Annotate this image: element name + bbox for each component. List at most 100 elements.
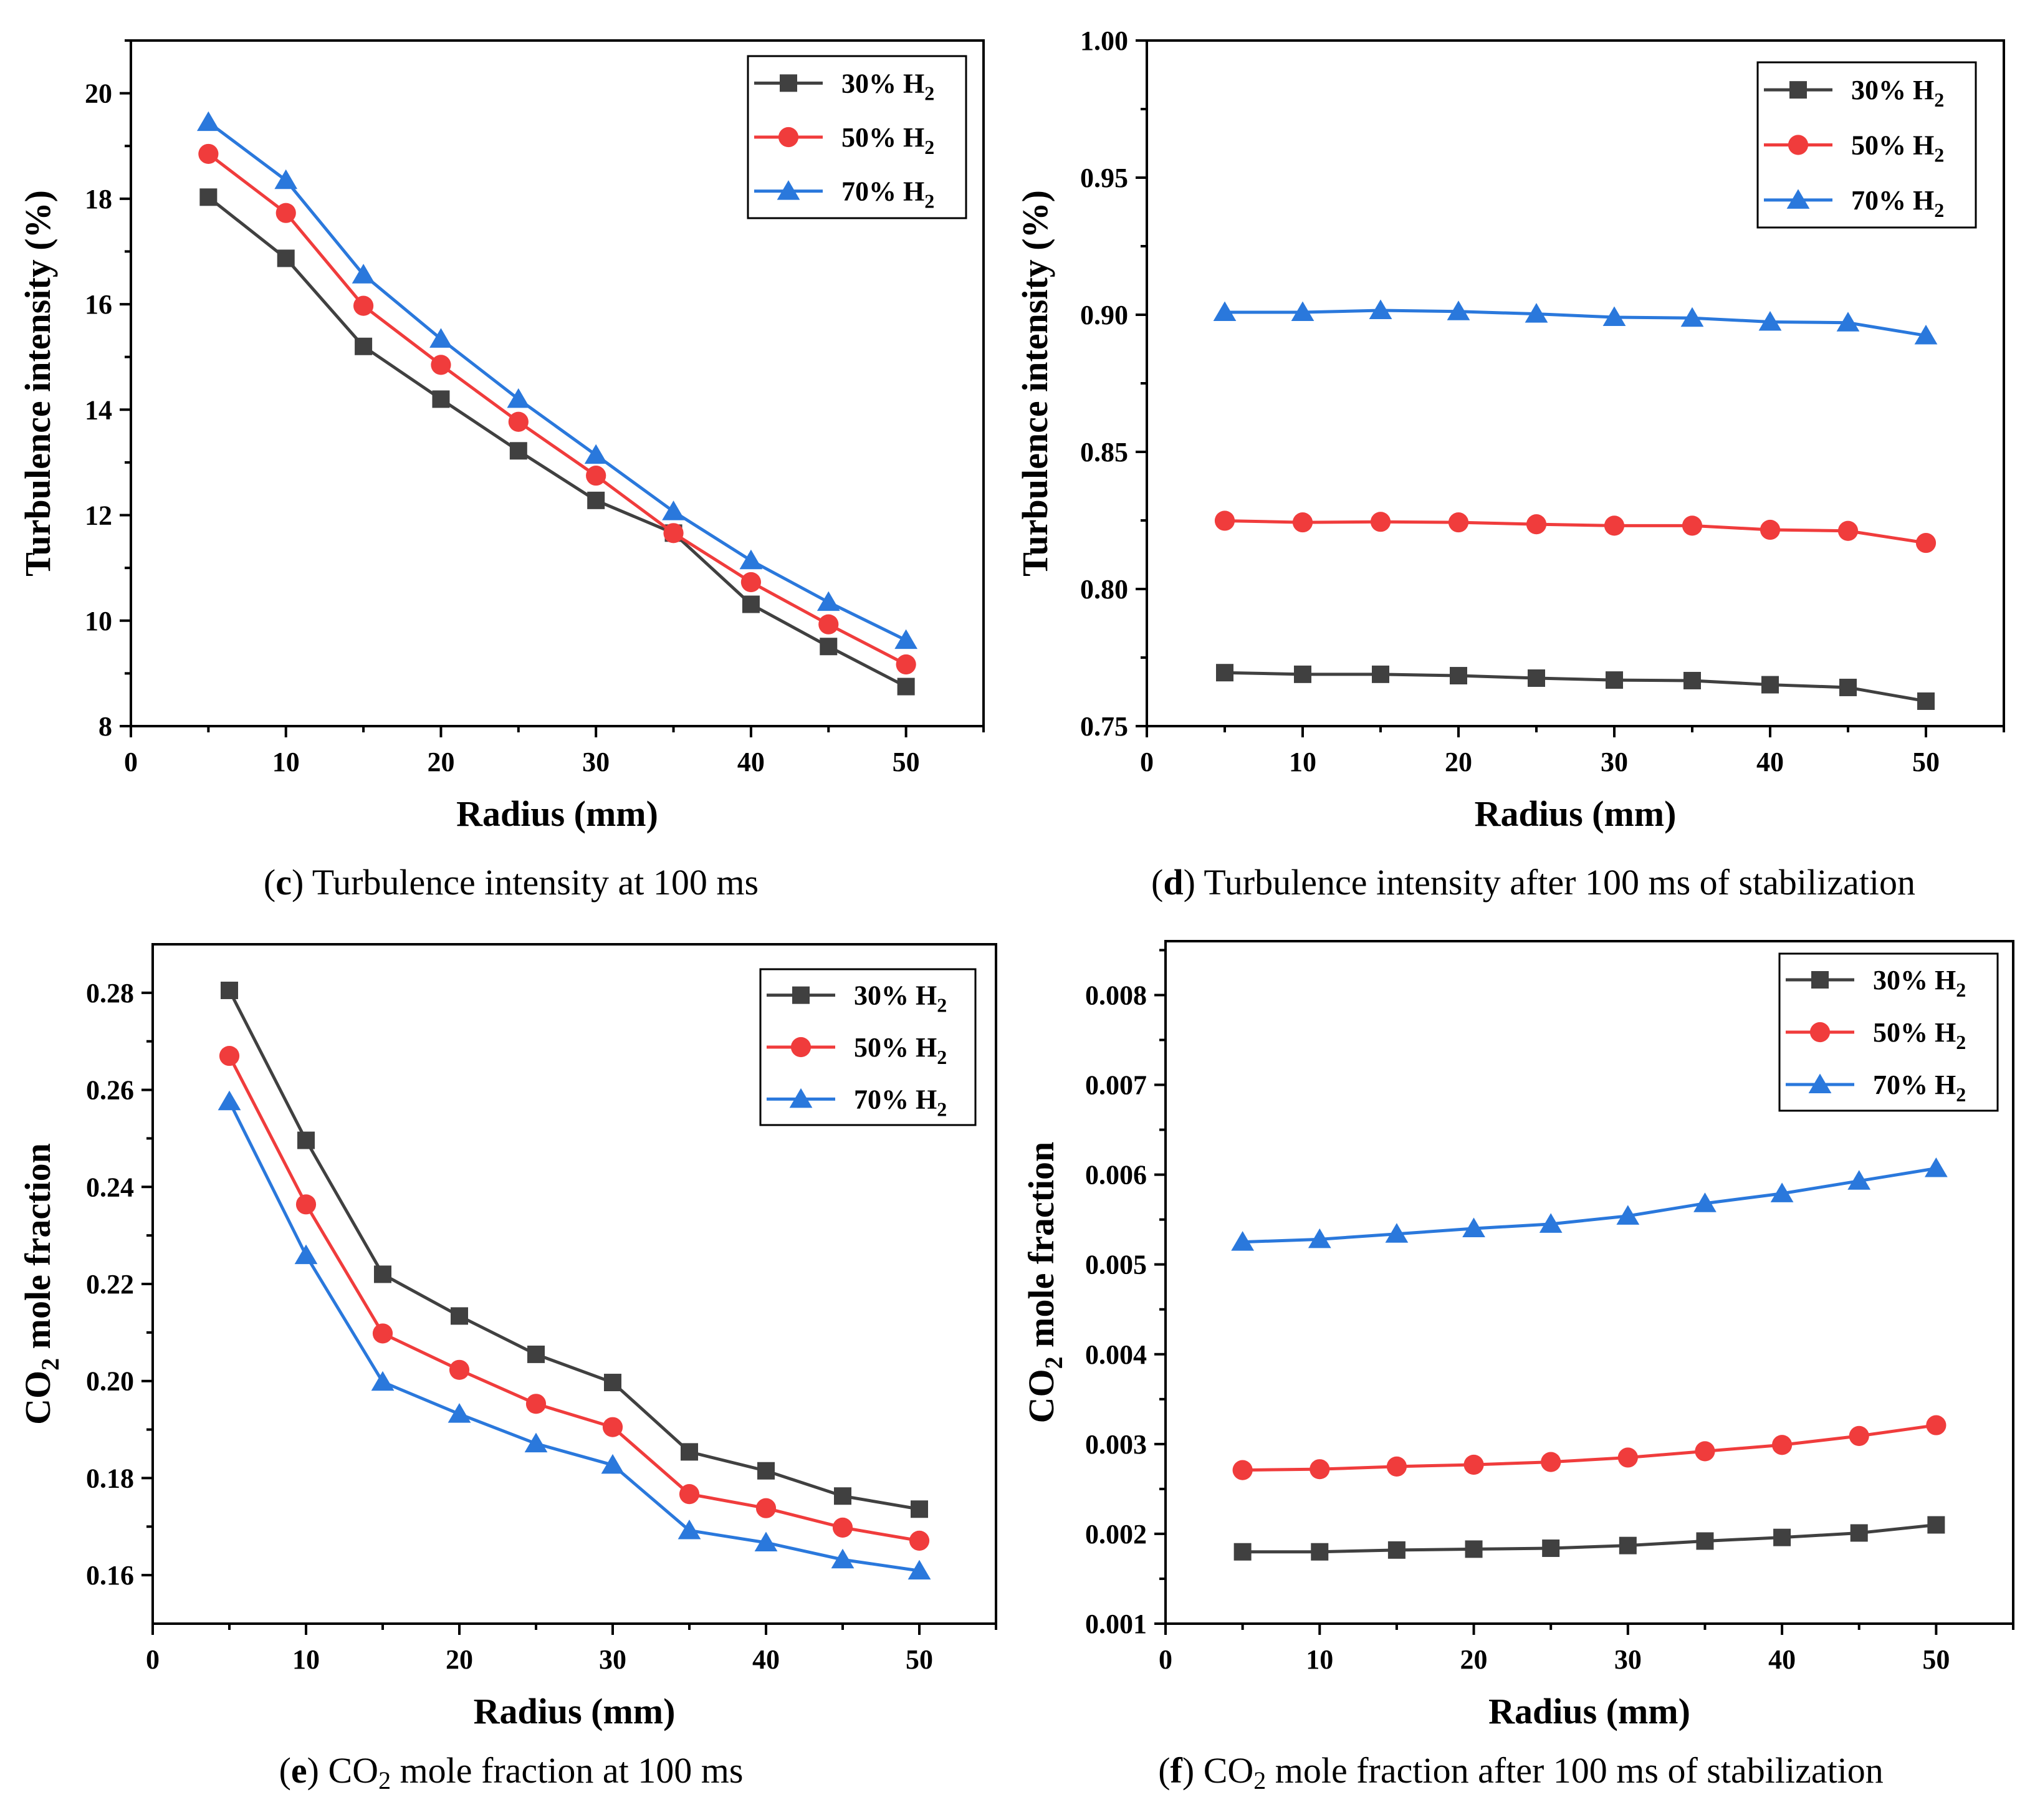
- data-point: [1369, 299, 1392, 319]
- data-point: [198, 143, 219, 165]
- data-point: [524, 1432, 548, 1453]
- series-50-h2: [198, 143, 916, 675]
- y-tick-label: 18: [85, 184, 112, 214]
- data-point: [1450, 667, 1467, 685]
- data-point: [663, 523, 684, 544]
- data-point: [1310, 1459, 1330, 1480]
- legend-label: 50% H2: [841, 122, 934, 158]
- legend: 30% H2 50% H2 70% H2: [747, 55, 967, 219]
- series-70-h2: [1231, 1157, 1948, 1251]
- legend-marker: [780, 74, 797, 92]
- data-point: [1525, 303, 1548, 323]
- x-axis-label: Radius (mm): [456, 793, 658, 834]
- data-point: [1216, 664, 1233, 682]
- data-point: [1602, 306, 1626, 326]
- data-point: [374, 1265, 391, 1283]
- data-point: [1233, 1543, 1252, 1561]
- data-point: [1541, 1452, 1561, 1472]
- chart-panel-e: 0 10 20 30 40 50 0.16 0.18 0.20 0.22 0.24 0.26 0.28 R…: [17, 943, 997, 1794]
- y-tick-label: 0.001: [1085, 1609, 1147, 1639]
- data-point: [909, 1530, 930, 1551]
- legend-label: 30% H2: [1873, 965, 1966, 1001]
- panel-caption: (c) Turbulence intensity at 100 ms: [264, 862, 759, 903]
- data-point: [1849, 1425, 1869, 1446]
- legend: 30% H2 50% H2 70% H2: [1778, 952, 1999, 1112]
- y-axis-label: CO2 mole fraction: [1021, 1142, 1068, 1424]
- y-tick-label: 0.16: [86, 1560, 134, 1591]
- series-line: [227, 1055, 920, 1543]
- chart-panel-d: 0 10 20 30 40 50 0.75 0.80 0.85 0.90 0.95 1.00 Radiu…: [1015, 26, 2005, 903]
- data-point: [894, 629, 918, 649]
- y-tick-label: 0.24: [86, 1172, 134, 1202]
- y-tick-label: 12: [85, 501, 112, 531]
- x-tick-label: 50: [1922, 1644, 1950, 1675]
- x-tick-label: 50: [906, 1644, 933, 1675]
- y-tick-label: 16: [85, 289, 112, 320]
- data-point: [897, 678, 915, 696]
- y-tick-label: 0.006: [1085, 1160, 1147, 1190]
- legend-label: 30% H2: [854, 980, 947, 1017]
- x-tick-label: 50: [1912, 747, 1940, 777]
- y-axis-label: CO2 mole fraction: [17, 1143, 64, 1425]
- data-point: [1385, 1223, 1409, 1243]
- x-tick-label: 40: [737, 747, 765, 777]
- x-tick-label: 20: [1445, 747, 1472, 777]
- data-point: [1372, 665, 1389, 683]
- data-point: [1370, 512, 1391, 532]
- data-point: [1214, 510, 1235, 531]
- chart-panel-f: 0 10 20 30 40 50 0.001 0.002 0.003 0.004 0.005 0.00…: [1021, 940, 2014, 1794]
- x-tick-label: 20: [446, 1644, 473, 1675]
- data-point: [1616, 1205, 1640, 1225]
- y-tick-label: 0.80: [1080, 574, 1128, 605]
- data-point: [449, 1359, 470, 1380]
- data-point: [831, 1548, 855, 1569]
- panel-caption: (f) CO2 mole fraction after 100 ms of st…: [1158, 1750, 1884, 1794]
- data-point: [509, 442, 527, 460]
- data-point: [1606, 671, 1623, 689]
- legend-label: 30% H2: [1851, 75, 1944, 111]
- x-tick-label: 10: [1306, 1644, 1333, 1675]
- data-point: [221, 981, 238, 999]
- data-point: [1839, 678, 1857, 696]
- y-tick-label: 0.26: [86, 1075, 134, 1106]
- series-30-h2: [1233, 1516, 1945, 1561]
- y-tick-label: 0.22: [86, 1269, 134, 1300]
- series-70-h2: [196, 111, 918, 649]
- series-line: [227, 1101, 920, 1573]
- y-tick-label: 0.90: [1080, 300, 1128, 330]
- y-tick-label: 10: [85, 606, 112, 636]
- data-point: [1462, 1217, 1485, 1238]
- data-point: [1539, 1213, 1563, 1233]
- x-axis-label: Radius (mm): [474, 1691, 676, 1731]
- y-tick-label: 0.85: [1080, 437, 1128, 467]
- data-point: [679, 1484, 700, 1505]
- series-line: [1225, 309, 1927, 337]
- data-point: [832, 1517, 853, 1538]
- data-point: [678, 1520, 701, 1540]
- data-point: [219, 1045, 240, 1066]
- data-point: [352, 264, 375, 284]
- data-point: [1924, 1157, 1948, 1177]
- data-point: [1292, 512, 1313, 533]
- data-point: [1927, 1516, 1945, 1534]
- data-point: [742, 595, 760, 613]
- y-tick-label: 0.002: [1085, 1519, 1147, 1549]
- data-point: [755, 1498, 777, 1518]
- data-point: [739, 549, 763, 570]
- legend-marker: [1788, 135, 1809, 155]
- data-point: [1463, 1454, 1484, 1475]
- data-point: [604, 1374, 621, 1392]
- x-tick-label: 40: [752, 1644, 780, 1675]
- y-tick-label: 0.005: [1085, 1250, 1147, 1280]
- data-point: [1915, 532, 1937, 553]
- legend-label: 30% H2: [841, 68, 934, 104]
- data-point: [818, 614, 839, 635]
- series-50-h2: [219, 1045, 930, 1551]
- series-line: [1242, 1424, 1937, 1472]
- series-70-h2: [218, 1090, 931, 1580]
- data-point: [1917, 692, 1935, 710]
- legend-label: 70% H2: [1873, 1070, 1966, 1106]
- data-point: [355, 337, 373, 355]
- legend-label: 70% H2: [854, 1084, 947, 1120]
